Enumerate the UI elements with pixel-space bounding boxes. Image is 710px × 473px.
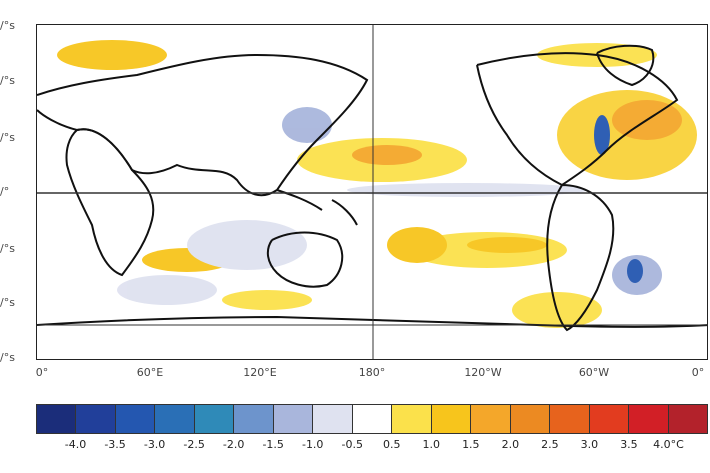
lon-label-60e: 60°E: [136, 366, 164, 379]
warm-anomaly-north-pacific-core: [352, 145, 422, 165]
temperature-anomaly-map: [36, 24, 708, 360]
colorbar-swatch: [313, 405, 353, 433]
warm-anomaly-south-pacific-2: [387, 227, 447, 263]
colorbar-swatch: [589, 405, 630, 433]
lat-label-60s: /°s: [0, 296, 15, 309]
lon-label-0-east: 0°: [691, 366, 705, 379]
colorbar-label: 2.5: [541, 438, 559, 451]
colorbar-labels: -4.0 -3.5 -3.0 -2.5 -2.0 -1.5 -1.0 -0.5 0.5 1.0 1.…: [36, 438, 708, 452]
warm-anomaly-south-indian: [222, 290, 312, 310]
colorbar-swatch: [352, 405, 393, 433]
coast-maritime-continent: [276, 189, 358, 226]
lon-label-120w: 120°W: [464, 366, 502, 379]
warm-anomaly-arctic: [57, 40, 167, 70]
colorbar-swatch: [76, 405, 116, 433]
colorbar-label: 0.5: [383, 438, 401, 451]
colorbar-label: -3.5: [104, 438, 126, 451]
anomaly-shading: [57, 40, 697, 328]
coastlines: [37, 44, 707, 332]
colorbar-label: -4.0: [64, 438, 87, 451]
colorbar-swatch: [431, 405, 472, 433]
colorbar-label: 3.5: [620, 438, 638, 451]
colorbar-label: -1.5: [262, 438, 284, 451]
lon-label-60w: 60°W: [578, 366, 610, 379]
colorbar-label: 1.5: [462, 438, 480, 451]
lon-label-0: 0°: [35, 366, 49, 379]
colorbar-swatch: [273, 405, 314, 433]
colorbar-label: -3.0: [143, 438, 166, 451]
coast-africa: [65, 128, 155, 277]
colorbar-swatch: [234, 405, 274, 433]
cool-anomaly-us-east: [594, 115, 610, 155]
lat-label-30n: /°s: [0, 131, 15, 144]
lat-label-80n: /°s: [0, 19, 15, 32]
colorbar-label: -2.0: [222, 438, 245, 451]
colorbar-swatch: [37, 405, 77, 433]
lon-label-120e: 120°E: [243, 366, 277, 379]
colorbar: [36, 404, 708, 434]
colorbar-swatch: [392, 405, 432, 433]
cool-anomaly-tropical-pacific: [347, 183, 587, 197]
cool-anomaly-japan: [282, 107, 332, 143]
colorbar-swatch: [510, 405, 551, 433]
coast-australia: [266, 231, 344, 288]
colorbar-label: -1.0: [301, 438, 324, 451]
coast-north-america: [476, 52, 679, 187]
colorbar-label: 4.0°C: [653, 438, 684, 451]
lat-label-60n: /°s: [0, 74, 15, 87]
colorbar-swatch: [550, 405, 590, 433]
coast-greenland: [596, 44, 655, 87]
lat-label-30s: /°s: [0, 242, 15, 255]
coast-antarctica: [37, 315, 707, 328]
colorbar-label: 1.0: [422, 438, 441, 451]
colorbar-swatch: [629, 405, 669, 433]
colorbar-swatch: [471, 405, 511, 433]
colorbar-swatch: [668, 405, 707, 433]
colorbar-label: -0.5: [341, 438, 363, 451]
map-canvas: [37, 25, 707, 359]
lat-label-80s: /°s: [0, 351, 15, 364]
cool-anomaly-south-atlantic-core: [627, 259, 643, 283]
warm-anomaly-south-pacific-core: [467, 237, 547, 253]
lat-label-eq: /°: [0, 185, 10, 198]
coast-south-america: [546, 184, 615, 332]
colorbar-swatch: [194, 405, 235, 433]
colorbar-label: -2.5: [183, 438, 205, 451]
colorbar-label: 2.0: [501, 438, 520, 451]
colorbar-label: 3.0: [580, 438, 599, 451]
cool-anomaly-south-indian: [117, 275, 217, 305]
colorbar-swatch: [115, 405, 156, 433]
colorbar-swatch: [155, 405, 195, 433]
lon-label-180: 180°: [358, 366, 386, 379]
cool-anomaly-indian-ocean: [187, 220, 307, 270]
